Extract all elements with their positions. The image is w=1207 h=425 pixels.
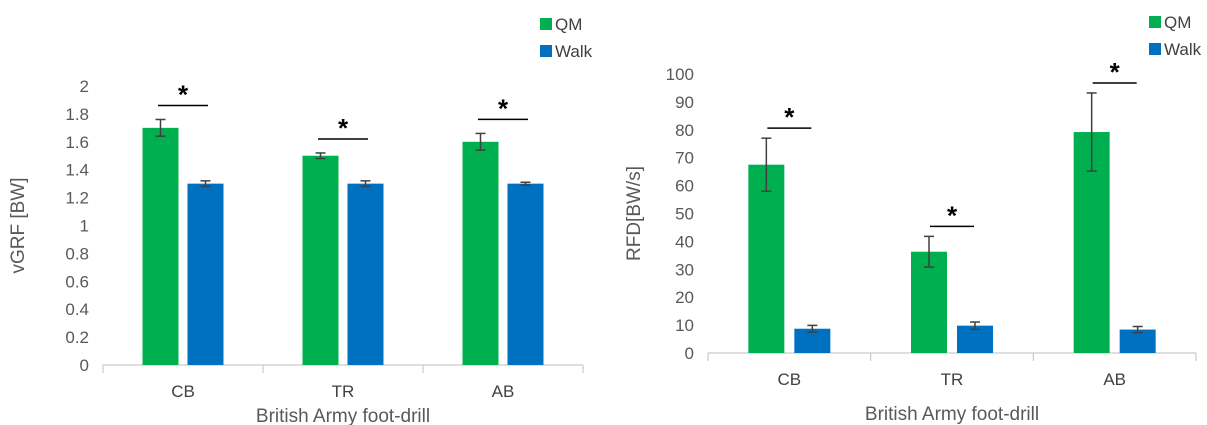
x-axis-title: British Army foot-drill [256, 406, 430, 425]
y-tick-label: 1 [80, 217, 89, 236]
legend-label-qm: QM [1164, 13, 1191, 32]
x-category-label: CB [778, 370, 802, 389]
bar-walk-ab [1119, 329, 1156, 353]
y-tick-label: 30 [675, 260, 694, 279]
y-tick-label: 1.6 [65, 133, 89, 152]
legend-swatch-qm [1149, 16, 1161, 28]
chart-1: 0 0.2 0.4 0.6 0.8 1 1.2 1.4 1.6 1.8 2 * CB * TR * AB Brit… [8, 15, 593, 425]
bar-walk-tr [957, 325, 993, 353]
legend-label-walk: Walk [1164, 40, 1202, 59]
y-tick-label: 0 [80, 356, 89, 375]
y-tick-label: 40 [675, 232, 694, 251]
significance-star: * [338, 113, 349, 143]
x-category-label: CB [171, 382, 195, 401]
y-tick-label: 60 [675, 177, 694, 196]
legend-label-qm: QM [555, 15, 582, 34]
y-tick-label: 1.4 [65, 161, 89, 180]
y-tick-label: 1.8 [65, 105, 89, 124]
x-category-label: TR [332, 382, 355, 401]
y-tick-label: 0.6 [65, 272, 89, 291]
significance-star: * [1110, 57, 1121, 87]
x-category-label: TR [941, 370, 964, 389]
y-tick-label: 0.8 [65, 244, 89, 263]
legend-swatch-walk [540, 45, 552, 57]
bar-walk-ab [507, 183, 544, 365]
y-tick-label: 90 [675, 93, 694, 112]
bar-qm-tr [302, 155, 339, 365]
y-tick-label: 50 [675, 205, 694, 224]
y-tick-label: 20 [675, 288, 694, 307]
y-tick-label: 80 [675, 121, 694, 140]
x-category-label: AB [492, 382, 515, 401]
x-axis-title: British Army foot-drill [865, 404, 1039, 425]
legend-label-walk: Walk [555, 42, 593, 61]
bar-walk-cb [187, 183, 224, 365]
bar-qm-cb [748, 164, 785, 353]
y-axis-title: RFD[BW/s] [624, 166, 645, 261]
bar-qm-ab [462, 141, 499, 365]
significance-star: * [498, 93, 509, 123]
y-tick-label: 2 [80, 77, 89, 96]
y-tick-label: 1.2 [65, 189, 89, 208]
legend-swatch-walk [1149, 43, 1161, 55]
x-category-label: AB [1103, 370, 1126, 389]
y-tick-label: 70 [675, 149, 694, 168]
y-tick-label: 0 [685, 344, 694, 363]
y-tick-label: 0.2 [65, 328, 89, 347]
y-tick-label: 10 [675, 316, 694, 335]
significance-star: * [178, 79, 189, 109]
y-tick-label: 100 [666, 65, 694, 84]
significance-star: * [947, 200, 958, 230]
bar-walk-tr [347, 183, 384, 365]
y-axis-title: vGRF [BW] [8, 177, 29, 273]
bar-qm-cb [142, 127, 179, 365]
y-tick-label: 0.4 [65, 300, 89, 319]
significance-star: * [784, 102, 795, 132]
bar-qm-tr [911, 251, 947, 353]
legend-swatch-qm [540, 18, 552, 30]
chart-2: 0 10 20 30 40 50 60 70 80 90 100 * CB * TR * AB British A… [624, 13, 1202, 425]
